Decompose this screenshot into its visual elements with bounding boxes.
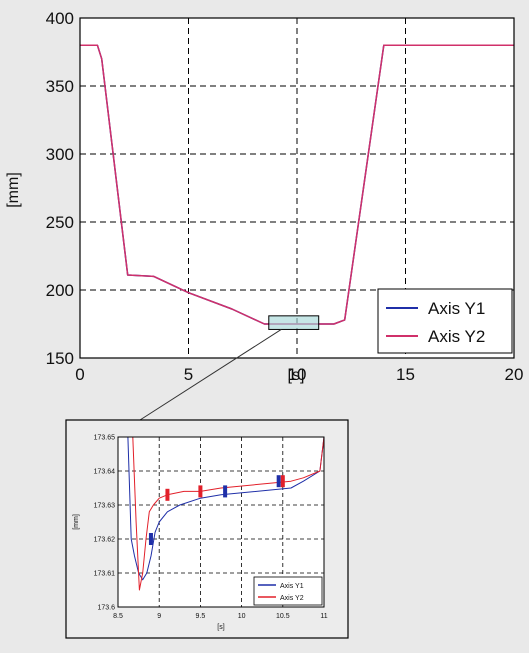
inset-step-marker [276, 475, 281, 488]
zoom-highlight-box [268, 315, 320, 330]
y-tick-label: 200 [46, 281, 74, 300]
main-x-axis-label: [s] [288, 367, 305, 384]
series-line-axis-y1 [127, 436, 325, 581]
y-tick-label: 173.6 [97, 604, 115, 611]
inset-x-axis-label: [s] [217, 624, 224, 631]
inset-legend-label-axis-y2: Axis Y2 [280, 595, 304, 602]
inset-panel: 173.6 173.61 173.62 173.63 173.64 173.65 8.5 9… [65, 419, 349, 639]
main-y-ticks: 150 200 250 300 350 400 [46, 9, 74, 368]
y-tick-label: 250 [46, 213, 74, 232]
y-tick-label: 350 [46, 77, 74, 96]
inset-x-ticks: 8.5 9 9.5 10 10.5 11 [113, 613, 328, 620]
inset-lines [127, 436, 325, 591]
inset-legend: Axis Y1 Axis Y2 [253, 576, 323, 606]
x-tick-label: 15 [396, 365, 415, 384]
legend-label-axis-y1: Axis Y1 [428, 299, 485, 318]
inset-plot-frame [117, 436, 325, 608]
y-tick-label: 173.62 [94, 536, 116, 543]
inset-y-axis-label: [mm] [73, 514, 80, 530]
y-tick-label: 300 [46, 145, 74, 164]
x-tick-label: 9 [157, 613, 161, 620]
series-line-axis-y2 [132, 436, 325, 591]
main-legend: Axis Y1 Axis Y2 [377, 288, 513, 354]
inset-step-marker [223, 485, 228, 498]
zoom-connector-line [139, 329, 282, 421]
main-chart: 150 200 250 300 350 400 0 5 10 15 20 [mm] [s] Axi… [5, 9, 523, 384]
x-tick-label: 5 [184, 365, 193, 384]
main-plot-frame [79, 17, 515, 359]
inset-step-marker [280, 475, 285, 488]
x-tick-label: 0 [75, 365, 84, 384]
inset-legend-label-axis-y1: Axis Y1 [280, 583, 304, 590]
y-tick-label: 400 [46, 9, 74, 28]
x-tick-label: 10.5 [276, 613, 290, 620]
inset-step-marker [198, 485, 203, 498]
inset-step-marker [148, 533, 153, 545]
main-y-axis-label: [mm] [5, 172, 22, 208]
main-x-ticks: 0 5 10 15 20 [75, 365, 523, 384]
y-tick-label: 173.63 [94, 502, 116, 509]
y-tick-label: 173.61 [94, 570, 116, 577]
inset-step-marker [165, 488, 170, 501]
x-tick-label: 9.5 [196, 613, 206, 620]
inset-grid [118, 437, 324, 607]
y-tick-label: 173.65 [94, 434, 116, 441]
x-tick-label: 20 [505, 365, 524, 384]
inset-y-ticks: 173.6 173.61 173.62 173.63 173.64 173.65 [94, 434, 116, 611]
x-tick-label: 10 [288, 365, 307, 384]
y-tick-label: 150 [46, 349, 74, 368]
inset-markers [148, 475, 285, 545]
x-tick-label: 11 [320, 613, 327, 620]
main-legend-box [377, 288, 513, 354]
x-tick-label: 10 [238, 613, 246, 620]
y-tick-label: 173.64 [94, 468, 116, 475]
legend-label-axis-y2: Axis Y2 [428, 327, 485, 346]
main-lines [80, 44, 514, 325]
inset-legend-box [253, 576, 323, 606]
x-tick-label: 8.5 [113, 613, 123, 620]
series-line-axis-y2 [80, 44, 514, 325]
